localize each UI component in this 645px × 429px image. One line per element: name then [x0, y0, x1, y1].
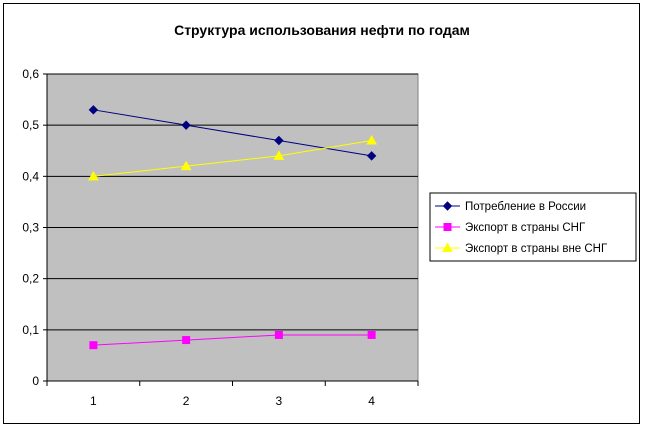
- grid-lines: [47, 73, 418, 331]
- legend-label: Потребление в России: [465, 201, 586, 213]
- chart-title: Структура использования нефти по годам: [174, 22, 470, 38]
- legend-box: [429, 192, 637, 262]
- data-point: [366, 134, 377, 145]
- y-axis-ticks: 0 0,1 0,2 0,3 0,4 0,5 0,6: [22, 67, 47, 388]
- legend-item: Экспорт в страны вне СНГ: [435, 242, 608, 255]
- data-point: [89, 341, 98, 350]
- x-tick-label: 4: [368, 394, 375, 408]
- legend-item: Потребление в России: [435, 201, 586, 213]
- data-point: [88, 170, 99, 181]
- y-tick-label: 0: [32, 374, 39, 388]
- data-point: [366, 151, 377, 161]
- legend-label: Экспорт в страны вне СНГ: [465, 243, 608, 255]
- data-point: [180, 160, 192, 171]
- data-point: [181, 120, 191, 130]
- data-point: [367, 330, 376, 339]
- series-2: [89, 330, 376, 350]
- legend-swatch-marker: [443, 223, 452, 231]
- y-tick-label: 0,4: [22, 169, 39, 183]
- data-point: [182, 336, 191, 345]
- data-point: [273, 150, 285, 160]
- x-tick-label: 3: [276, 394, 283, 408]
- series-line: [93, 334, 372, 346]
- legend-swatch-marker: [442, 201, 453, 211]
- x-tick-label: 2: [183, 394, 190, 408]
- y-tick-label: 0,1: [22, 323, 39, 337]
- legend-swatch-marker: [442, 242, 453, 252]
- legend-label: Экспорт в страны СНГ: [465, 222, 586, 234]
- data-point: [88, 105, 99, 115]
- series-3: [88, 134, 377, 181]
- legend-item: Экспорт в страны СНГ: [435, 222, 586, 234]
- x-tick-label: 1: [90, 394, 97, 408]
- y-tick-label: 0,5: [22, 118, 39, 132]
- data-point: [274, 135, 284, 146]
- y-tick-label: 0,6: [22, 67, 39, 81]
- series-line: [93, 140, 372, 177]
- x-axis-ticks: 1 2 3 4: [46, 381, 419, 408]
- data-point: [274, 330, 283, 339]
- y-tick-label: 0,2: [22, 272, 39, 286]
- y-tick-label: 0,3: [22, 221, 39, 235]
- series-layer: [88, 105, 377, 350]
- legend: Потребление в России Экспорт в страны СНГ…: [429, 192, 637, 262]
